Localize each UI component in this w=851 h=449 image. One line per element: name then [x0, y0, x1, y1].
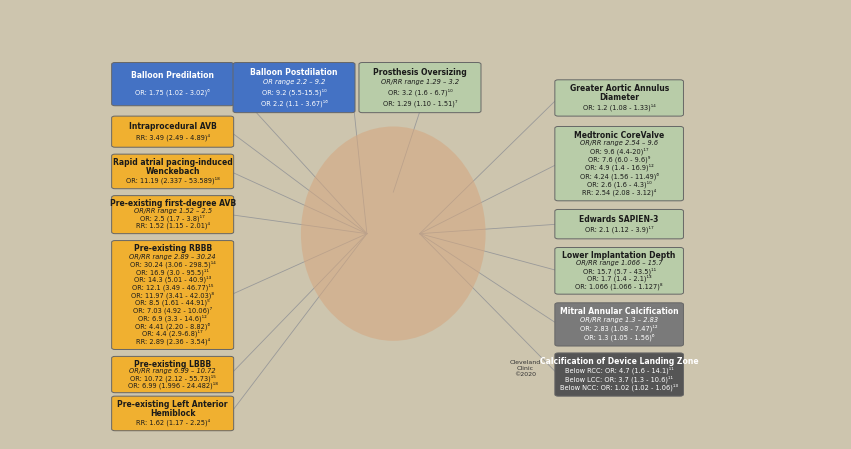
Text: Balloon Predilation: Balloon Predilation — [131, 71, 214, 80]
Text: OR: 8.5 (1.61 - 44.91)⁵: OR: 8.5 (1.61 - 44.91)⁵ — [135, 299, 210, 307]
FancyBboxPatch shape — [233, 62, 355, 113]
Text: RR: 3.49 (2.49 - 4.89)⁴: RR: 3.49 (2.49 - 4.89)⁴ — [135, 133, 209, 141]
Text: OR/RR range 1.29 – 3.2: OR/RR range 1.29 – 3.2 — [381, 79, 459, 85]
FancyBboxPatch shape — [111, 154, 234, 189]
FancyBboxPatch shape — [111, 357, 234, 393]
Text: OR/RR range 6.99 – 10.72: OR/RR range 6.99 – 10.72 — [129, 368, 216, 374]
FancyBboxPatch shape — [555, 80, 683, 116]
FancyBboxPatch shape — [111, 62, 234, 106]
Text: Cleveland
Clinic
©2020: Cleveland Clinic ©2020 — [510, 360, 540, 377]
Text: OR: 6.9 (3.3 - 14.6)¹²: OR: 6.9 (3.3 - 14.6)¹² — [138, 314, 207, 322]
Text: Prosthesis Oversizing: Prosthesis Oversizing — [373, 68, 467, 77]
Text: Rapid atrial pacing-induced: Rapid atrial pacing-induced — [113, 158, 232, 167]
Text: Below RCC: OR: 4.7 (1.6 - 14.1)¹¹: Below RCC: OR: 4.7 (1.6 - 14.1)¹¹ — [565, 366, 673, 374]
Text: OR: 7.6 (6.0 - 9.6)⁹: OR: 7.6 (6.0 - 9.6)⁹ — [588, 156, 650, 163]
Text: OR: 3.2 (1.6 - 6.7)¹⁰: OR: 3.2 (1.6 - 6.7)¹⁰ — [387, 89, 453, 97]
Text: OR: 9.2 (5.5-15.5)¹⁰: OR: 9.2 (5.5-15.5)¹⁰ — [261, 89, 327, 97]
Text: OR: 2.1 (1.12 - 3.9)¹⁷: OR: 2.1 (1.12 - 3.9)¹⁷ — [585, 225, 654, 233]
Text: RR: 2.54 (2.08 - 3.12)⁴: RR: 2.54 (2.08 - 3.12)⁴ — [582, 189, 656, 196]
Text: Wenckebach: Wenckebach — [146, 167, 200, 176]
Text: Greater Aortic Annulus: Greater Aortic Annulus — [569, 84, 669, 93]
FancyBboxPatch shape — [111, 396, 234, 431]
Text: OR: 10.72 (2.12 - 55.73)¹⁵: OR: 10.72 (2.12 - 55.73)¹⁵ — [129, 374, 215, 382]
FancyBboxPatch shape — [555, 209, 683, 239]
Text: OR: 7.03 (4.92 - 10.06)⁷: OR: 7.03 (4.92 - 10.06)⁷ — [133, 307, 212, 314]
Text: OR: 4.9 (1.4 - 16.9)¹²: OR: 4.9 (1.4 - 16.9)¹² — [585, 164, 654, 172]
Text: Lower Implantation Depth: Lower Implantation Depth — [563, 251, 676, 260]
Text: Intraprocedural AVB: Intraprocedural AVB — [129, 122, 216, 131]
Text: OR: 1.7 (1.4 - 2.1)¹³: OR: 1.7 (1.4 - 2.1)¹³ — [587, 275, 652, 282]
Text: Pre-existing LBBB: Pre-existing LBBB — [134, 360, 211, 369]
Text: OR/RR range 2.89 – 30.24: OR/RR range 2.89 – 30.24 — [129, 254, 216, 260]
FancyBboxPatch shape — [111, 116, 234, 147]
Text: Hemiblock: Hemiblock — [150, 409, 196, 418]
Ellipse shape — [301, 127, 486, 341]
Text: OR: 2.6 (1.6 - 4.3)¹⁰: OR: 2.6 (1.6 - 4.3)¹⁰ — [587, 180, 652, 188]
Text: OR: 11.19 (2.337 - 53.589)¹⁸: OR: 11.19 (2.337 - 53.589)¹⁸ — [126, 176, 220, 184]
Text: Edwards SAPIEN-3: Edwards SAPIEN-3 — [580, 215, 659, 224]
Text: Diameter: Diameter — [599, 93, 639, 102]
Text: OR: 1.3 (1.05 - 1.56)⁶: OR: 1.3 (1.05 - 1.56)⁶ — [584, 334, 654, 341]
Text: Pre-existing Left Anterior: Pre-existing Left Anterior — [117, 401, 228, 409]
Text: OR: 2.5 (1.7 - 3.8)¹⁷: OR: 2.5 (1.7 - 3.8)¹⁷ — [140, 215, 205, 222]
Text: OR range 2.2 – 9.2: OR range 2.2 – 9.2 — [263, 79, 325, 85]
Text: OR/RR range 1.066 – 15.7: OR/RR range 1.066 – 15.7 — [576, 260, 662, 266]
Text: OR: 4.24 (1.56 - 11.49)⁶: OR: 4.24 (1.56 - 11.49)⁶ — [580, 172, 659, 180]
Text: OR: 30.24 (3.06 - 298.5)¹⁴: OR: 30.24 (3.06 - 298.5)¹⁴ — [130, 260, 215, 268]
Text: OR: 1.2 (1.08 - 1.33)¹⁴: OR: 1.2 (1.08 - 1.33)¹⁴ — [583, 103, 655, 111]
Text: Mitral Annular Calcification: Mitral Annular Calcification — [560, 307, 678, 316]
Text: OR/RR range 1.52 – 2.5: OR/RR range 1.52 – 2.5 — [134, 208, 212, 214]
Text: Balloon Postdilation: Balloon Postdilation — [250, 68, 338, 77]
Text: OR: 1.29 (1.10 - 1.51)⁷: OR: 1.29 (1.10 - 1.51)⁷ — [383, 99, 457, 107]
Text: OR: 6.99 (1.996 - 24.482)¹⁸: OR: 6.99 (1.996 - 24.482)¹⁸ — [128, 381, 218, 388]
FancyBboxPatch shape — [359, 62, 481, 113]
FancyBboxPatch shape — [555, 247, 683, 294]
Text: Pre-existing first-degree AVB: Pre-existing first-degree AVB — [110, 199, 236, 208]
FancyBboxPatch shape — [555, 127, 683, 201]
Text: OR: 4.41 (2.20 - 8.82)⁶: OR: 4.41 (2.20 - 8.82)⁶ — [135, 322, 210, 330]
Text: OR: 1.066 (1.066 - 1.127)⁸: OR: 1.066 (1.066 - 1.127)⁸ — [575, 282, 663, 290]
Text: OR: 9.6 (4.4-20)¹⁷: OR: 9.6 (4.4-20)¹⁷ — [590, 148, 648, 155]
Text: OR: 15.7 (5.7 - 43.5)¹¹: OR: 15.7 (5.7 - 43.5)¹¹ — [583, 267, 656, 275]
FancyBboxPatch shape — [555, 353, 683, 396]
Text: RR: 2.89 (2.36 - 3.54)⁴: RR: 2.89 (2.36 - 3.54)⁴ — [135, 337, 209, 345]
Text: RR: 1.52 (1.15 - 2.01)⁴: RR: 1.52 (1.15 - 2.01)⁴ — [135, 222, 209, 229]
FancyBboxPatch shape — [555, 303, 683, 346]
Text: OR/RR range 1.3 – 2.83: OR/RR range 1.3 – 2.83 — [580, 317, 658, 323]
Text: OR: 1.75 (1.02 - 3.02)⁶: OR: 1.75 (1.02 - 3.02)⁶ — [135, 89, 210, 97]
Text: OR 2.2 (1.1 - 3.67)¹⁶: OR 2.2 (1.1 - 3.67)¹⁶ — [260, 99, 328, 107]
Text: RR: 1.62 (1.17 - 2.25)⁴: RR: 1.62 (1.17 - 2.25)⁴ — [135, 418, 209, 426]
Text: OR: 11.97 (3.41 - 42.03)⁸: OR: 11.97 (3.41 - 42.03)⁸ — [131, 291, 214, 299]
FancyBboxPatch shape — [111, 241, 234, 349]
Text: Calcification of Device Landing Zone: Calcification of Device Landing Zone — [540, 357, 699, 366]
Text: OR: 14.3 (5.01 - 40.9)¹³: OR: 14.3 (5.01 - 40.9)¹³ — [134, 276, 211, 283]
FancyBboxPatch shape — [111, 196, 234, 233]
Text: OR: 2.83 (1.08 - 7.47)¹²: OR: 2.83 (1.08 - 7.47)¹² — [580, 325, 658, 332]
Text: OR: 16.9 (3.0 - 95.5)¹¹: OR: 16.9 (3.0 - 95.5)¹¹ — [136, 268, 209, 276]
Text: Below LCC: OR: 3.7 (1.3 - 10.6)¹¹: Below LCC: OR: 3.7 (1.3 - 10.6)¹¹ — [565, 375, 673, 383]
Text: Pre-existing RBBB: Pre-existing RBBB — [134, 244, 212, 253]
Text: OR/RR range 2.54 – 9.6: OR/RR range 2.54 – 9.6 — [580, 140, 658, 146]
Text: Below NCC: OR: 1.02 (1.02 - 1.06)¹³: Below NCC: OR: 1.02 (1.02 - 1.06)¹³ — [560, 383, 678, 391]
Text: OR: 12.1 (3.49 - 46.77)¹⁵: OR: 12.1 (3.49 - 46.77)¹⁵ — [132, 284, 214, 291]
Text: OR: 4.4 (2.9-6.8)¹⁷: OR: 4.4 (2.9-6.8)¹⁷ — [142, 330, 203, 337]
Text: Medtronic CoreValve: Medtronic CoreValve — [574, 131, 665, 140]
